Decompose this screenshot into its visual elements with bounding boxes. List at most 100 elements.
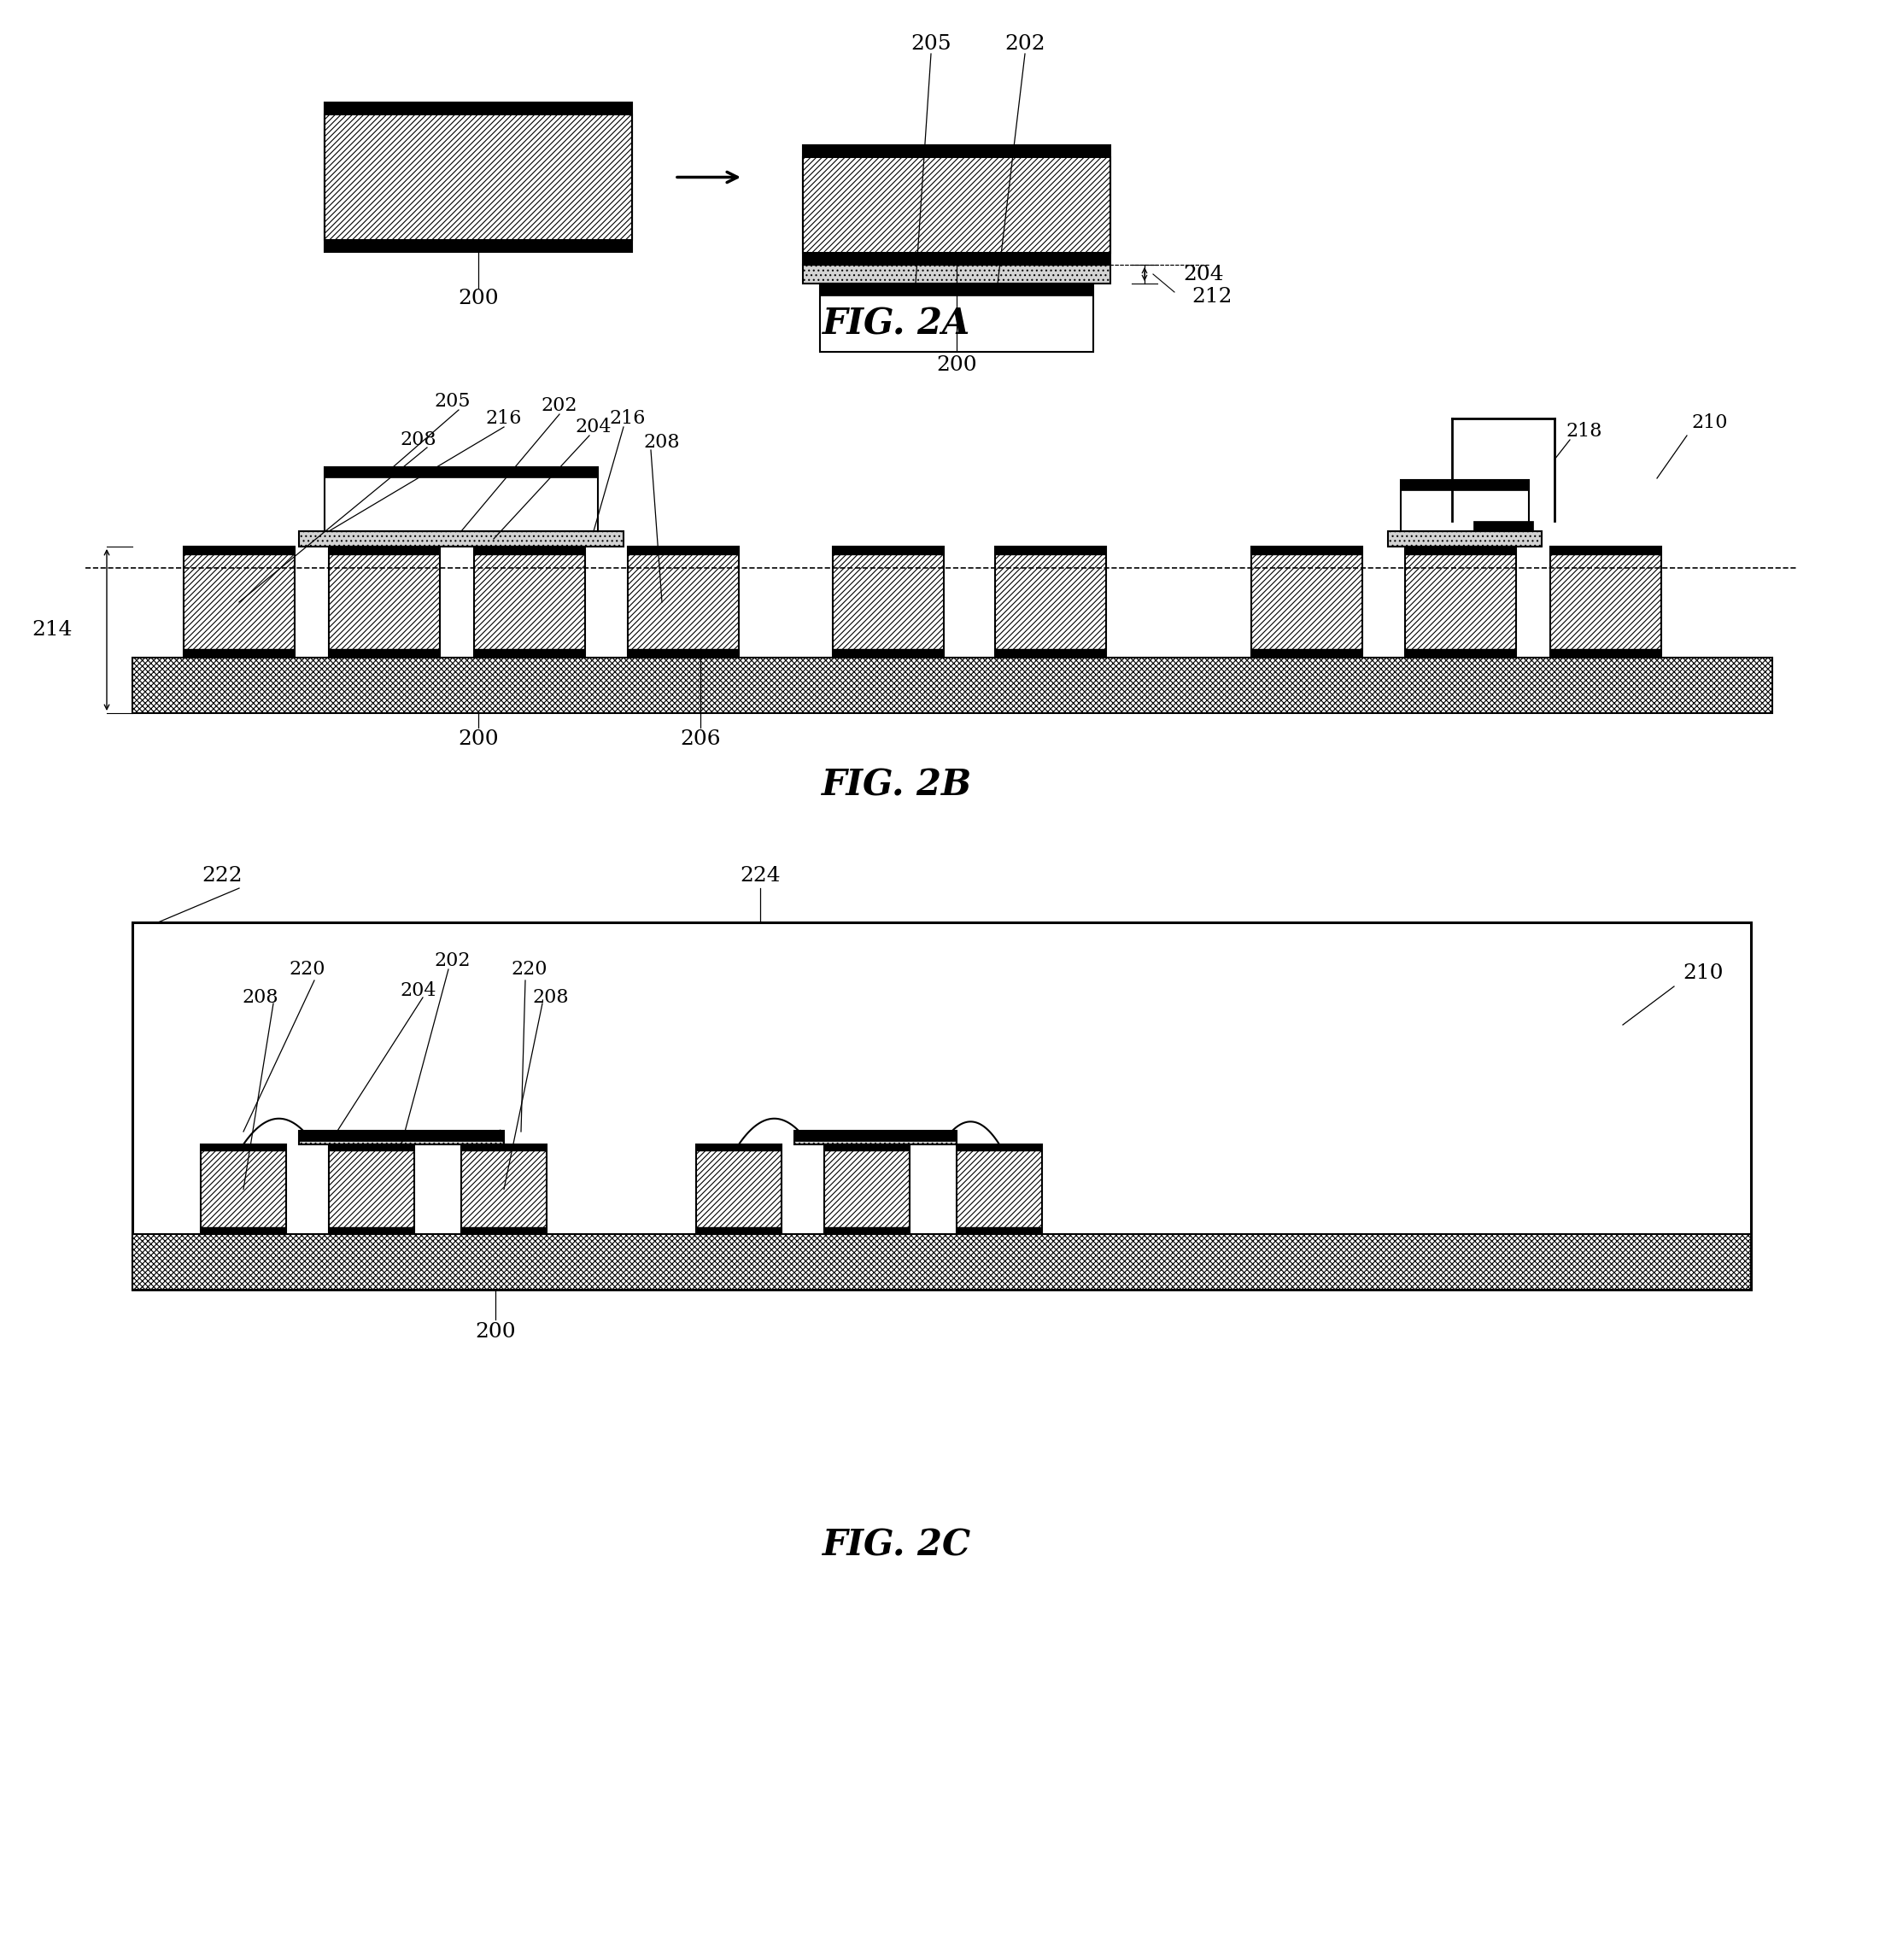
Bar	[628, 547, 738, 659]
Bar	[328, 1145, 414, 1235]
Bar	[802, 145, 1110, 157]
Bar	[833, 547, 945, 555]
Bar	[1252, 649, 1362, 659]
Bar	[795, 1131, 956, 1145]
Bar	[833, 547, 945, 659]
Bar	[300, 1131, 505, 1141]
Bar	[324, 239, 632, 253]
Text: 206: 206	[679, 729, 721, 749]
Bar	[324, 102, 632, 114]
Text: 202: 202	[541, 396, 577, 416]
Text: 212: 212	[1191, 286, 1231, 306]
Text: 210: 210	[1683, 964, 1722, 984]
Bar	[324, 114, 632, 239]
Bar	[820, 284, 1093, 296]
Bar	[461, 1145, 546, 1151]
Bar	[328, 547, 440, 555]
Bar	[184, 547, 294, 555]
Text: FIG. 2A: FIG. 2A	[823, 306, 971, 343]
Bar	[201, 1227, 286, 1235]
Bar	[1550, 649, 1662, 659]
Bar	[461, 1227, 546, 1235]
Bar	[1252, 547, 1362, 659]
Bar	[300, 531, 624, 547]
Bar	[474, 649, 584, 659]
Bar	[833, 649, 945, 659]
Bar	[461, 1145, 546, 1235]
Text: 216: 216	[486, 410, 522, 427]
Bar	[820, 284, 1093, 353]
Text: 205: 205	[434, 392, 470, 412]
Bar	[1550, 547, 1662, 555]
Bar	[956, 1145, 1041, 1151]
Text: 220: 220	[290, 960, 326, 978]
Bar	[802, 157, 1110, 253]
Text: 208: 208	[243, 988, 279, 1007]
Bar	[201, 1145, 286, 1235]
Bar	[1400, 480, 1529, 490]
Text: FIG. 2C: FIG. 2C	[823, 1529, 971, 1564]
Bar	[184, 649, 294, 659]
Bar	[956, 1145, 1041, 1235]
Bar	[1406, 649, 1516, 659]
Text: 202: 202	[1005, 35, 1045, 55]
Bar	[1389, 531, 1542, 547]
Bar	[696, 1145, 782, 1151]
Bar	[1550, 547, 1662, 659]
Text: 216: 216	[609, 410, 645, 427]
Bar	[133, 659, 1772, 713]
Text: FIG. 2B: FIG. 2B	[821, 768, 971, 804]
Bar	[1474, 521, 1533, 531]
Bar	[300, 1131, 505, 1145]
Text: 214: 214	[32, 619, 72, 639]
Bar	[823, 1145, 911, 1151]
Bar	[328, 1227, 414, 1235]
Bar	[802, 145, 1110, 265]
Bar	[1400, 480, 1529, 531]
Bar	[795, 1131, 956, 1141]
Bar	[328, 649, 440, 659]
Bar	[996, 547, 1106, 659]
Bar	[996, 649, 1106, 659]
Bar	[1406, 547, 1516, 555]
Text: 208: 208	[533, 988, 569, 1007]
Bar	[1406, 547, 1516, 659]
Bar	[324, 466, 598, 531]
Bar	[823, 1145, 911, 1235]
Bar	[133, 923, 1751, 1290]
Bar	[324, 102, 632, 253]
Text: 200: 200	[457, 288, 499, 310]
Bar	[802, 253, 1110, 265]
Text: 210: 210	[1690, 414, 1728, 431]
Text: 200: 200	[457, 729, 499, 749]
Text: 204: 204	[400, 982, 436, 1000]
Text: 208: 208	[400, 431, 436, 449]
Bar	[474, 547, 584, 659]
Bar	[802, 265, 1110, 284]
Bar	[328, 1145, 414, 1151]
Text: 202: 202	[434, 951, 470, 970]
Bar	[823, 1227, 911, 1235]
Bar	[696, 1227, 782, 1235]
Text: 205: 205	[911, 35, 950, 55]
Bar	[996, 547, 1106, 555]
Text: 220: 220	[512, 960, 548, 978]
Bar	[628, 649, 738, 659]
Bar	[474, 547, 584, 555]
Bar	[628, 547, 738, 555]
Bar	[328, 547, 440, 659]
Bar	[1252, 547, 1362, 555]
Text: 200: 200	[474, 1323, 516, 1343]
Text: 222: 222	[201, 866, 243, 886]
Bar	[324, 466, 598, 478]
Text: 218: 218	[1567, 421, 1603, 441]
Text: 224: 224	[740, 866, 780, 886]
Text: 204: 204	[575, 417, 611, 437]
Bar	[696, 1145, 782, 1235]
Text: 208: 208	[643, 433, 681, 453]
Bar	[201, 1145, 286, 1151]
Text: 204: 204	[1184, 265, 1224, 284]
Bar	[184, 547, 294, 659]
Text: 200: 200	[937, 355, 977, 374]
Bar	[956, 1227, 1041, 1235]
